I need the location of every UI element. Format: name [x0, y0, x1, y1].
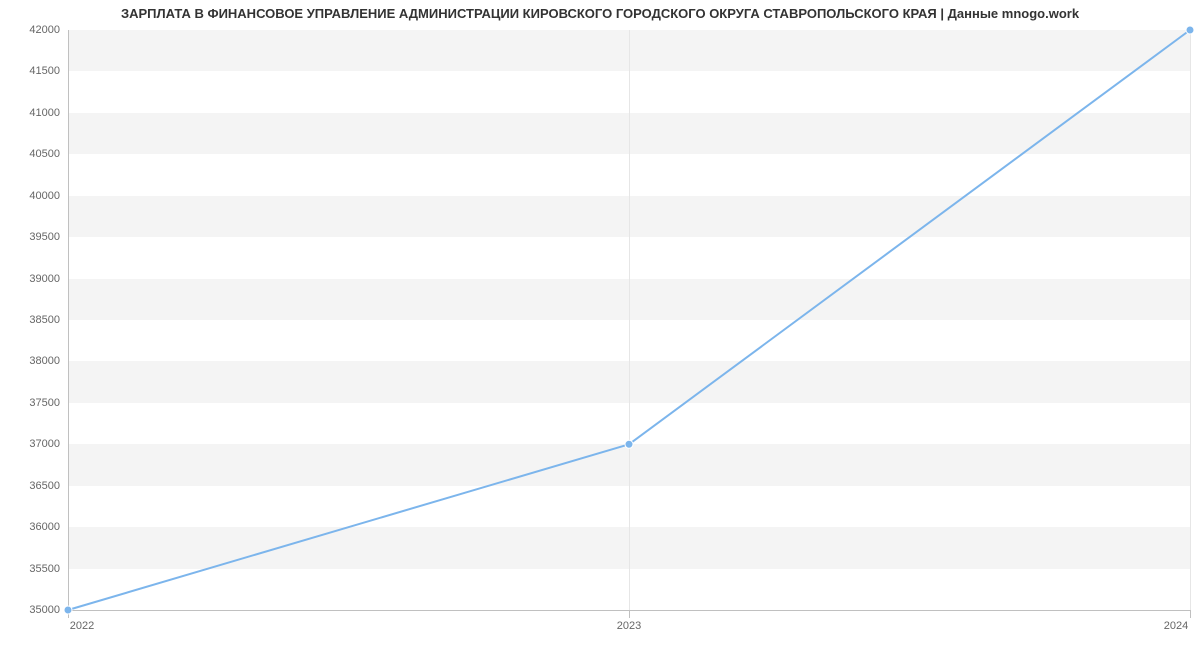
x-tick-label: 2023	[617, 620, 641, 632]
y-tick-label: 36000	[0, 521, 60, 533]
y-tick-label: 38000	[0, 355, 60, 367]
y-tick-label: 37500	[0, 397, 60, 409]
data-point-marker[interactable]	[64, 606, 72, 614]
y-tick-label: 40000	[0, 190, 60, 202]
y-tick-label: 37000	[0, 438, 60, 450]
chart-title: ЗАРПЛАТА В ФИНАНСОВОЕ УПРАВЛЕНИЕ АДМИНИС…	[0, 6, 1200, 21]
y-tick-label: 40500	[0, 148, 60, 160]
y-tick-label: 39500	[0, 231, 60, 243]
data-point-marker[interactable]	[1186, 26, 1194, 34]
series-svg	[68, 30, 1190, 610]
data-point-marker[interactable]	[625, 440, 633, 448]
y-tick-label: 41000	[0, 107, 60, 119]
x-tick-label: 2022	[70, 620, 94, 632]
y-tick-label: 41500	[0, 65, 60, 77]
series-line	[68, 30, 1190, 610]
salary-line-chart: ЗАРПЛАТА В ФИНАНСОВОЕ УПРАВЛЕНИЕ АДМИНИС…	[0, 0, 1200, 650]
plot-area	[68, 30, 1190, 610]
y-tick-label: 38500	[0, 314, 60, 326]
vertical-gridline	[1190, 30, 1191, 610]
y-tick-label: 36500	[0, 480, 60, 492]
x-tick-mark	[629, 610, 630, 618]
x-tick-mark	[1190, 610, 1191, 618]
y-tick-label: 42000	[0, 24, 60, 36]
x-tick-label: 2024	[1164, 620, 1188, 632]
y-tick-label: 35500	[0, 563, 60, 575]
y-tick-label: 35000	[0, 604, 60, 616]
y-tick-label: 39000	[0, 273, 60, 285]
